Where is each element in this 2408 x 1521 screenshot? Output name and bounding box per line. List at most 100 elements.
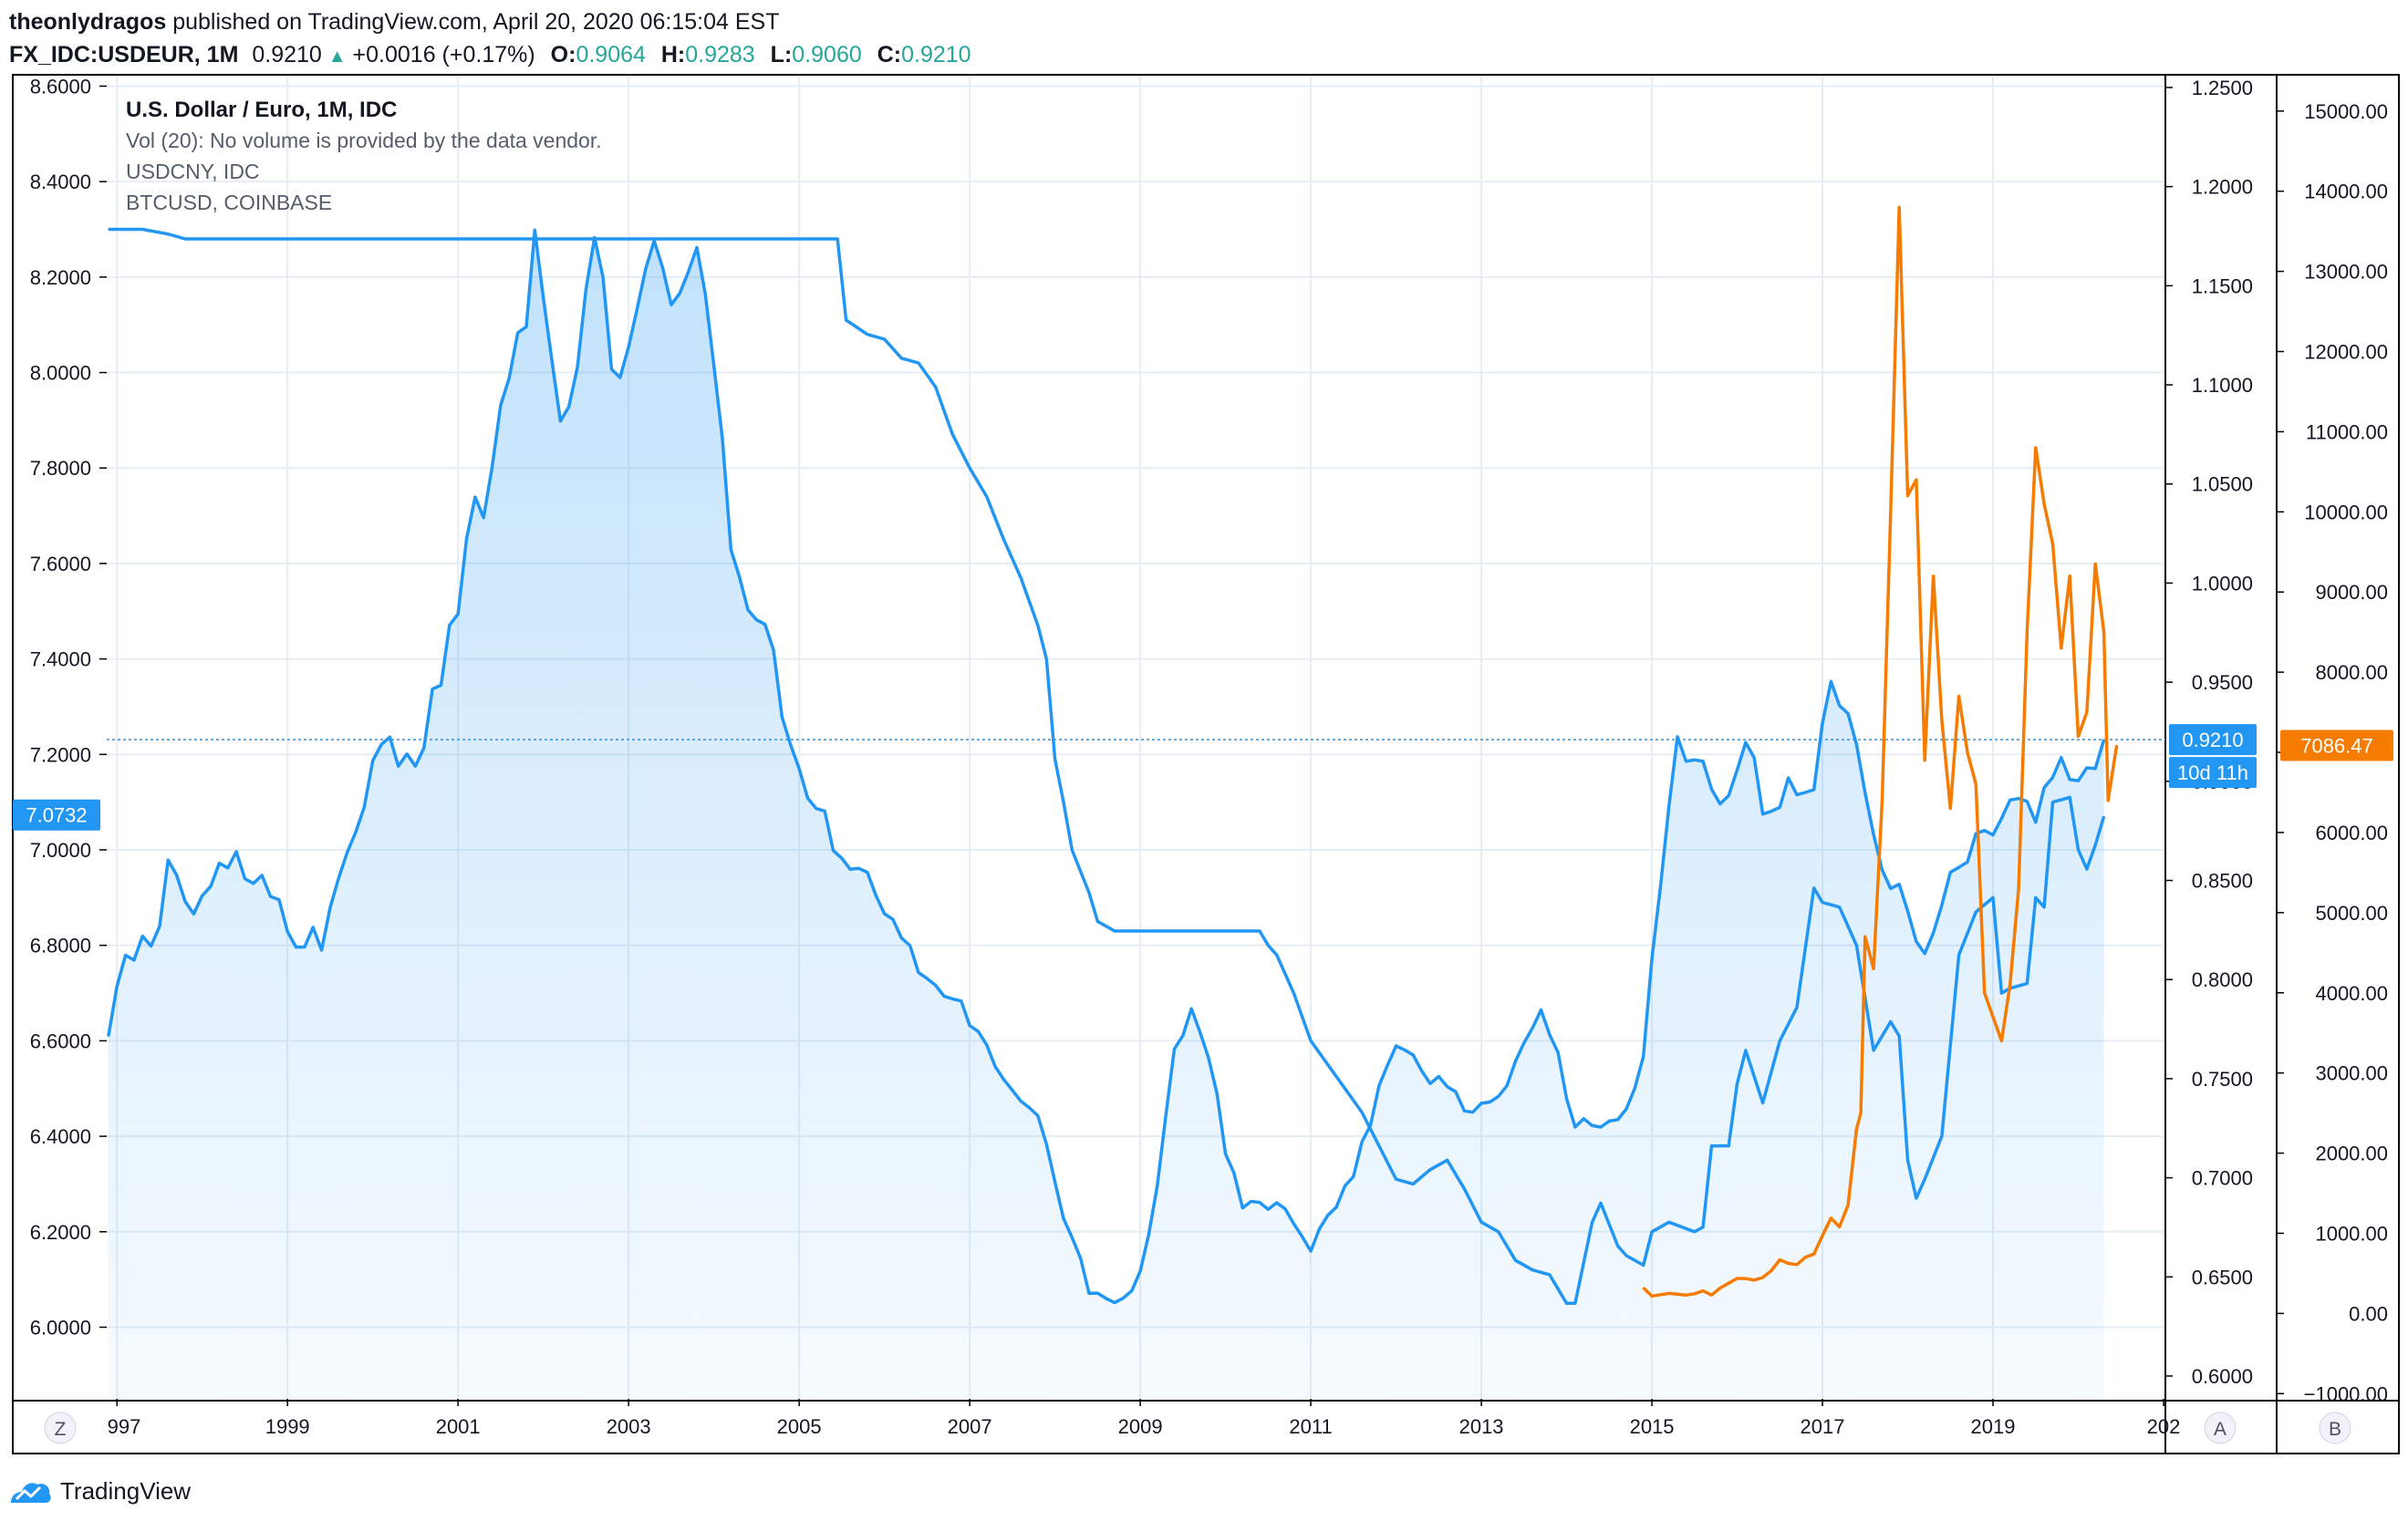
series-line-btcusd[interactable] (1642, 205, 2119, 1299)
data-point (1830, 680, 1832, 683)
data-point (1915, 479, 1917, 481)
close-label: C: (877, 42, 902, 67)
data-point (1002, 1079, 1005, 1081)
data-point (1651, 957, 1653, 959)
plot-area[interactable] (107, 205, 2119, 1400)
data-point (1898, 883, 1900, 885)
data-point (1642, 1287, 1645, 1289)
data-point (397, 765, 400, 768)
left-tick-label: 7.6000 (30, 553, 91, 575)
author-name[interactable]: theonlydragos (9, 9, 167, 35)
data-point (1975, 833, 1977, 834)
data-point (431, 238, 433, 240)
data-point (1642, 1055, 1645, 1058)
data-point (875, 895, 877, 896)
data-point (1702, 1289, 1704, 1292)
price-change: +0.0016 (+0.17%) (352, 42, 535, 67)
data-point (1761, 1277, 1764, 1278)
data-point (1710, 788, 1713, 791)
data-point (1480, 1221, 1482, 1224)
data-point (1873, 967, 1874, 970)
data-point (304, 946, 306, 948)
legend-series-btcusd[interactable]: BTCUSD, COINBASE (126, 191, 332, 214)
legend-series-usdcny[interactable]: USDCNY, IDC (126, 160, 260, 183)
data-point (1616, 1245, 1619, 1247)
data-point (1830, 1217, 1832, 1219)
data-point (1079, 1257, 1082, 1259)
data-point (1208, 1057, 1209, 1059)
legend-main[interactable]: U.S. Dollar / Euro, 1M, IDC (126, 98, 397, 122)
axis-a-tick-label: 1.0000 (2192, 572, 2253, 595)
data-point (1574, 1126, 1576, 1128)
auto-scale-b-button[interactable] (2319, 1412, 2351, 1444)
data-point (534, 229, 536, 232)
data-point (1310, 1040, 1312, 1042)
auto-scale-a-button[interactable] (2204, 1412, 2237, 1444)
data-point (2051, 543, 2054, 545)
data-point (1906, 494, 1909, 497)
data-point (918, 971, 919, 974)
data-point (738, 575, 741, 578)
axis-b-tick-label: 9000.00 (2315, 581, 2388, 604)
axis-b-tick-label: 3000.00 (2315, 1062, 2388, 1085)
axis-b-tick-label: 1000.00 (2315, 1222, 2388, 1245)
data-point (1975, 783, 1977, 785)
data-point (798, 767, 800, 770)
data-point (244, 877, 246, 880)
data-point (1395, 1045, 1397, 1047)
data-point (1710, 1144, 1713, 1147)
data-point (312, 926, 315, 928)
data-point (1924, 1178, 1925, 1180)
tradingview-logo-icon[interactable] (9, 1475, 53, 1506)
data-point (679, 292, 681, 295)
data-point (1275, 1202, 1278, 1204)
data-point (508, 377, 511, 379)
data-point (1924, 760, 1925, 761)
data-point (1438, 1075, 1440, 1078)
data-point (1651, 1231, 1653, 1233)
data-point (483, 238, 484, 240)
data-point (1838, 705, 1841, 707)
data-point (1855, 743, 1858, 746)
axis-a-countdown-label-bg (2169, 757, 2257, 789)
data-point (883, 913, 886, 915)
data-point (1267, 944, 1270, 947)
x-tick-label: 2003 (607, 1415, 651, 1438)
auto-scale-z-button[interactable] (44, 1412, 77, 1444)
data-point (1855, 944, 1858, 947)
data-point (836, 238, 838, 240)
data-point (141, 935, 144, 937)
data-point (337, 877, 340, 879)
data-point (687, 238, 690, 240)
data-point (696, 246, 698, 249)
data-point (1949, 871, 1952, 874)
legend-volume[interactable]: Vol (20): No volume is provided by the d… (126, 129, 602, 152)
data-point (2069, 779, 2071, 781)
data-point (2043, 502, 2045, 505)
data-point (500, 404, 502, 407)
data-point (465, 537, 468, 540)
symbol-label[interactable]: FX_IDC:USDEUR, 1M (9, 42, 239, 67)
data-point (1804, 792, 1807, 793)
data-point (1728, 1144, 1729, 1147)
data-point (1932, 574, 1935, 577)
data-point (1386, 1064, 1388, 1066)
tradingview-brand[interactable]: TradingView (60, 1477, 192, 1505)
data-point (1063, 801, 1064, 803)
data-point (1241, 1206, 1244, 1209)
left-tick-label: 6.0000 (30, 1316, 91, 1339)
axis-a-tick-label: 1.0500 (2192, 473, 2253, 496)
data-point (184, 900, 186, 903)
axis-a-tick-label: 0.6500 (2192, 1266, 2253, 1288)
data-point (457, 613, 460, 616)
axis-a-tick-label: 1.2000 (2192, 176, 2253, 199)
data-point (1702, 760, 1704, 762)
data-point (2026, 801, 2029, 802)
axis-a-tick-label: 0.8500 (2192, 870, 2253, 893)
data-point (1736, 769, 1739, 771)
data-point (994, 1066, 996, 1068)
data-point (1838, 1226, 1841, 1228)
x-tick-label: 2013 (1459, 1415, 1504, 1438)
data-point (1045, 657, 1048, 660)
